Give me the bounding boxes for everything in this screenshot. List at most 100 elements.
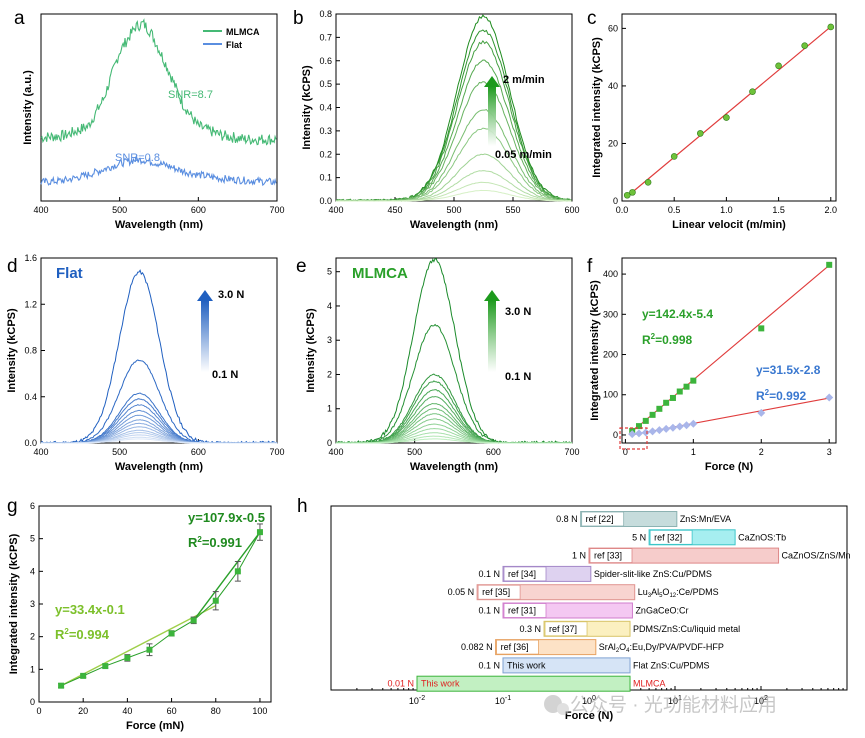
x-tick-label: 80 xyxy=(211,706,221,716)
x-axis-title: Wavelength (nm) xyxy=(115,219,204,231)
bar-material-label: Lu3Al5O12:Ce/PDMS xyxy=(638,587,719,599)
data-point-flat xyxy=(641,428,650,437)
data-point xyxy=(80,672,87,679)
data-point-mlmca xyxy=(649,411,656,418)
r2-sup: 2 xyxy=(765,388,770,397)
material-part: :Eu,Dy/PVA/PVDF-HFP xyxy=(630,642,724,652)
data-point xyxy=(775,62,782,70)
chart-panel-g: 0 20 40 60 80 100 0 1 2 3 4 5 6 Force (mN) Integrated … xyxy=(8,501,272,732)
bar-material-label: CaZnOS:Tb xyxy=(738,532,786,542)
y-tick-label: 20 xyxy=(608,138,618,148)
spectrum-curve xyxy=(41,404,278,444)
tick-base: 10 xyxy=(754,696,764,706)
material-part: :Ce/PDMS xyxy=(676,587,719,597)
y-tick-label: 0 xyxy=(327,438,332,448)
panel-letter-g: g xyxy=(7,496,18,517)
bar-threshold-label: 1 N xyxy=(572,551,586,561)
legend-label-flat: Flat xyxy=(226,40,242,50)
x-tick-label: 40 xyxy=(122,706,132,716)
x-tick-label: 600 xyxy=(191,205,206,215)
data-point xyxy=(696,130,704,137)
material-part: Lu xyxy=(638,587,648,597)
x-axis-title: Force (N) xyxy=(565,710,614,722)
bar-threshold-label: 0.082 N xyxy=(461,642,493,652)
r2-value: =0.991 xyxy=(202,535,242,550)
ref-box xyxy=(503,603,547,618)
spectrum-curve xyxy=(41,438,277,444)
arrow-bottom-label: 0.1 N xyxy=(212,369,238,381)
snr-label-mlmca: SNR=8.7 xyxy=(168,89,213,101)
arrow-force-flat-shaft xyxy=(201,300,209,372)
y-tick-label: 0 xyxy=(613,196,618,206)
y-tick-label: 0.3 xyxy=(319,126,332,136)
y-tick-label: 100 xyxy=(603,390,618,400)
legend-label-mlmca: MLMCA xyxy=(226,27,260,37)
ref-box xyxy=(544,621,588,637)
y-tick-label: 1.6 xyxy=(24,253,37,263)
chart-panel-b: 400 450 500 550 600 0.0 0.1 0.2 0.3 0.4 0.5 0.6 0.7 0… xyxy=(301,9,580,231)
y-axis-title: Integrated intensity (kCPS) xyxy=(591,37,603,178)
y-tick-label: 4 xyxy=(30,566,35,576)
data-point xyxy=(670,153,678,160)
bar-8 xyxy=(502,657,631,674)
x-tick-label: 500 xyxy=(112,447,127,457)
x-axis-title: Force (mN) xyxy=(126,720,184,732)
material-part: Al xyxy=(651,587,659,597)
y-tick-label: 0 xyxy=(30,697,35,707)
arrow-top-label: 2 m/min xyxy=(503,74,545,86)
tick-base: 10 xyxy=(668,696,678,706)
y-tick-label: 300 xyxy=(603,309,618,319)
x-tick-label: 10-1 xyxy=(495,695,511,706)
bar-ref-label: ref [37] xyxy=(549,624,577,634)
arrow-top-label: 3.0 N xyxy=(505,306,531,318)
snr-label-flat: SNR=0.8 xyxy=(115,152,160,164)
chart-panel-c: 0.0 0.5 1.0 1.5 2.0 0 20 40 60 Linear velocit (m/… xyxy=(591,13,837,231)
r2-value: =0.992 xyxy=(769,389,806,403)
ref-box xyxy=(589,548,633,563)
r2-prefix: R xyxy=(188,535,198,550)
x-tick-label: 450 xyxy=(387,205,402,215)
data-point xyxy=(190,617,197,624)
y-axis-title: Intensity (kCPS) xyxy=(305,308,317,393)
x-tick-label: 400 xyxy=(33,447,48,457)
panel-letter-c: c xyxy=(587,8,597,29)
x-tick-label: 400 xyxy=(328,447,343,457)
data-point-flat xyxy=(689,419,698,428)
data-point xyxy=(623,191,631,199)
bar-ref-label: ref [33] xyxy=(594,551,622,561)
data-point-mlmca xyxy=(669,394,676,401)
bar-material-label: CaZnOS/ZnS/Mn xyxy=(782,551,851,561)
bar-material-label: PDMS/ZnS:Cu/liquid metal xyxy=(633,624,740,634)
y-tick-label: 6 xyxy=(30,501,35,511)
y-tick-label: 0.1 xyxy=(319,173,332,183)
r2-prefix: R xyxy=(756,389,765,403)
bar-ref-label: ref [35] xyxy=(482,587,510,597)
data-point-flat xyxy=(675,422,684,431)
arrow-top-label: 3.0 N xyxy=(218,289,244,301)
x-axis-title: Linear velocit (m/min) xyxy=(672,219,786,231)
ref-box xyxy=(649,529,693,545)
fit-line xyxy=(60,605,217,687)
data-point-mlmca xyxy=(676,388,683,395)
panel-title-mlmca: MLMCA xyxy=(352,265,408,282)
y-tick-label: 0.4 xyxy=(319,103,332,113)
tick-base: 10 xyxy=(409,696,419,706)
r2-sup: 2 xyxy=(651,332,656,341)
x-tick-label: 10-2 xyxy=(409,695,425,706)
bar-material-label: ZnS:Mn/EVA xyxy=(680,514,731,524)
series-flat xyxy=(40,154,277,187)
x-tick-label: 500 xyxy=(446,205,461,215)
subscript: 5 xyxy=(659,593,663,599)
y-tick-label: 3 xyxy=(327,335,332,345)
x-tick-label: 2 xyxy=(759,447,764,457)
tick-exp: -1 xyxy=(505,695,511,702)
panel-letter-d: d xyxy=(7,256,18,277)
y-tick-label: 5 xyxy=(327,267,332,277)
panel-letter-a: a xyxy=(14,8,25,29)
data-point-mlmca xyxy=(683,383,690,390)
panel-letter-e: e xyxy=(296,256,307,277)
x-tick-label: 20 xyxy=(78,706,88,716)
fit-line xyxy=(193,531,261,621)
